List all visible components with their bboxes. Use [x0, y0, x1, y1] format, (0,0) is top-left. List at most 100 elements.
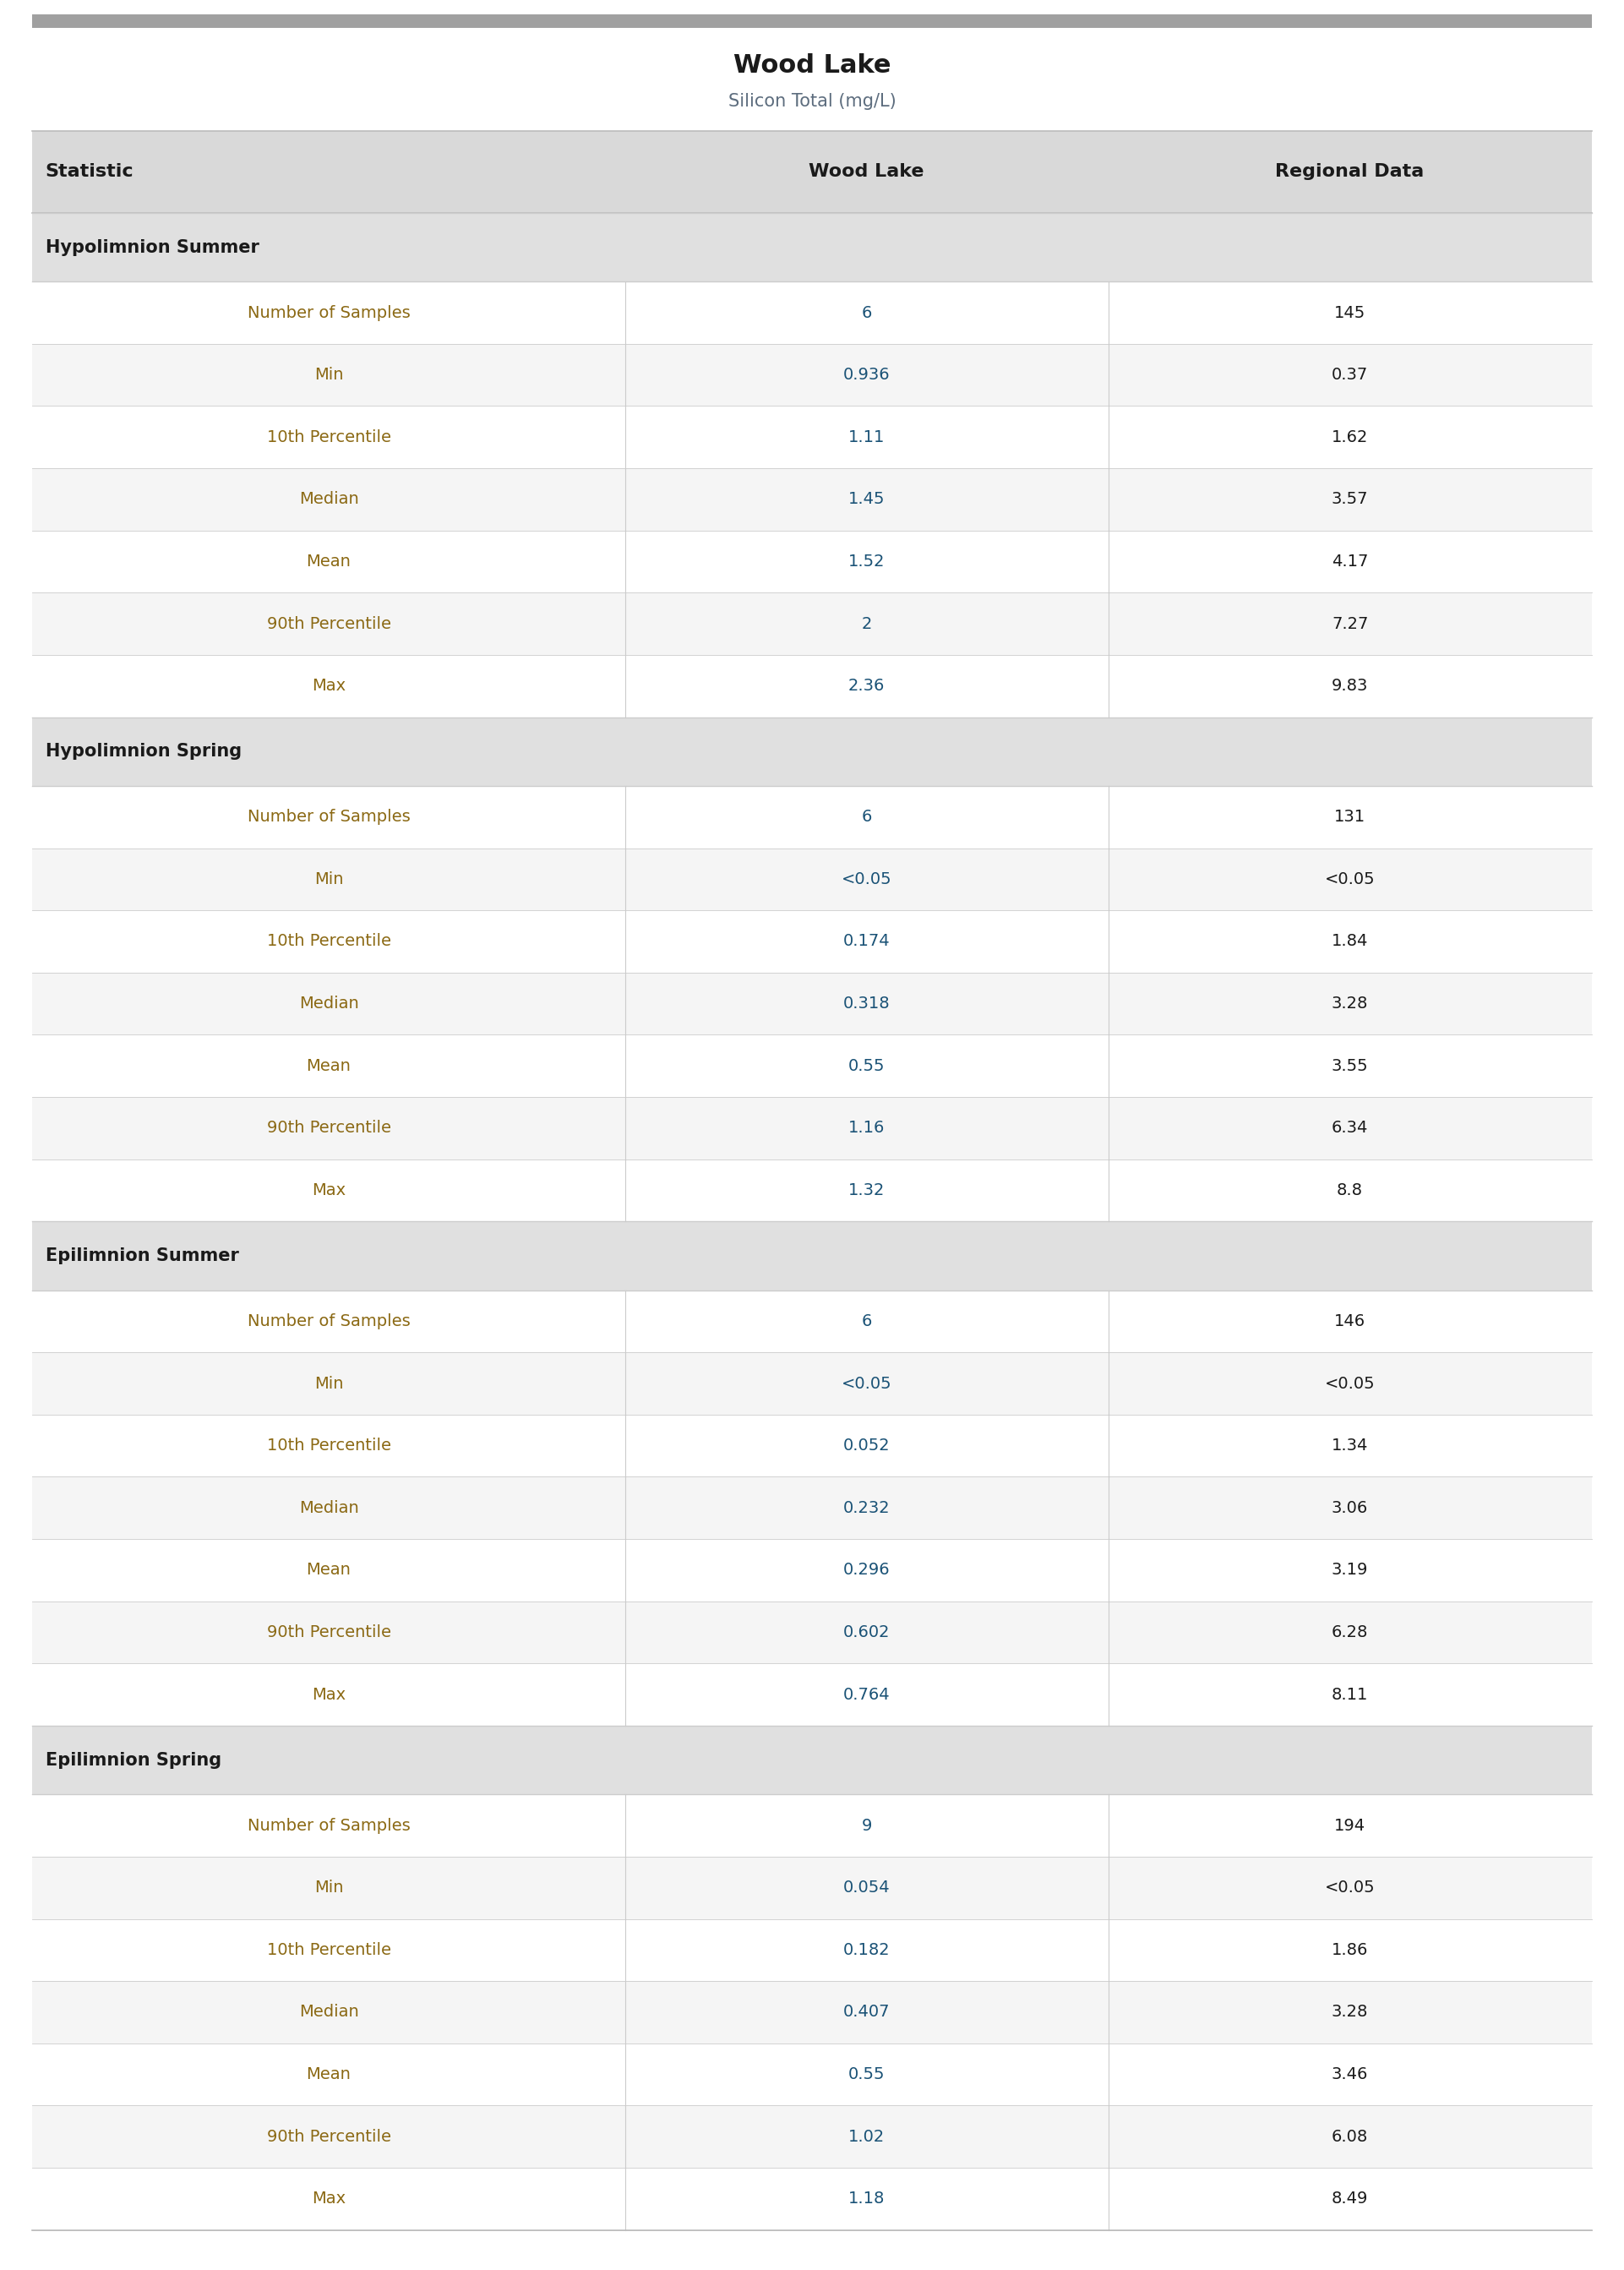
Text: Min: Min — [313, 368, 343, 384]
FancyBboxPatch shape — [32, 1664, 1592, 1725]
Text: Number of Samples: Number of Samples — [247, 808, 411, 824]
Text: 6: 6 — [861, 808, 872, 824]
Text: 10th Percentile: 10th Percentile — [266, 1941, 391, 1959]
Text: <0.05: <0.05 — [1325, 1376, 1376, 1392]
Text: Max: Max — [312, 1687, 346, 1702]
Text: Mean: Mean — [307, 554, 351, 570]
Text: 1.52: 1.52 — [848, 554, 885, 570]
Text: 9.83: 9.83 — [1332, 679, 1367, 695]
FancyBboxPatch shape — [32, 2043, 1592, 2107]
Text: Median: Median — [299, 2004, 359, 2020]
Text: 3.55: 3.55 — [1332, 1058, 1369, 1074]
Text: Mean: Mean — [307, 1562, 351, 1578]
Text: 3.57: 3.57 — [1332, 490, 1369, 508]
Text: 1.02: 1.02 — [848, 2129, 885, 2145]
Text: 9: 9 — [861, 1818, 872, 1834]
Text: 146: 146 — [1335, 1314, 1366, 1330]
FancyBboxPatch shape — [32, 1478, 1592, 1539]
Text: 1.84: 1.84 — [1332, 933, 1367, 949]
Text: Max: Max — [312, 1183, 346, 1199]
Text: 10th Percentile: 10th Percentile — [266, 933, 391, 949]
FancyBboxPatch shape — [32, 785, 1592, 849]
Text: Epilimnion Spring: Epilimnion Spring — [45, 1752, 221, 1768]
FancyBboxPatch shape — [32, 910, 1592, 972]
Text: 0.052: 0.052 — [843, 1437, 890, 1453]
FancyBboxPatch shape — [32, 1982, 1592, 2043]
Text: 90th Percentile: 90th Percentile — [266, 1119, 391, 1135]
Text: 0.296: 0.296 — [843, 1562, 890, 1578]
Text: 0.407: 0.407 — [843, 2004, 890, 2020]
FancyBboxPatch shape — [32, 1353, 1592, 1414]
Text: Mean: Mean — [307, 2066, 351, 2082]
FancyBboxPatch shape — [32, 1035, 1592, 1096]
Text: 8.49: 8.49 — [1332, 2191, 1367, 2206]
Text: Hypolimnion Spring: Hypolimnion Spring — [45, 742, 242, 760]
FancyBboxPatch shape — [32, 1414, 1592, 1478]
Text: Regional Data: Regional Data — [1275, 163, 1424, 179]
Text: 2.36: 2.36 — [848, 679, 885, 695]
Text: 10th Percentile: 10th Percentile — [266, 429, 391, 445]
Text: <0.05: <0.05 — [1325, 872, 1376, 888]
FancyBboxPatch shape — [32, 1539, 1592, 1600]
Text: 6.34: 6.34 — [1332, 1119, 1367, 1135]
Text: <0.05: <0.05 — [1325, 1880, 1376, 1895]
Text: Min: Min — [313, 1376, 343, 1392]
Text: 0.054: 0.054 — [843, 1880, 890, 1895]
FancyBboxPatch shape — [32, 14, 1592, 27]
Text: 1.45: 1.45 — [848, 490, 885, 508]
FancyBboxPatch shape — [32, 2107, 1592, 2168]
Text: 0.232: 0.232 — [843, 1500, 890, 1516]
Text: 0.602: 0.602 — [843, 1625, 890, 1641]
Text: 0.55: 0.55 — [848, 2066, 885, 2082]
Text: Median: Median — [299, 997, 359, 1012]
Text: 145: 145 — [1335, 304, 1366, 320]
Text: 0.318: 0.318 — [843, 997, 890, 1012]
FancyBboxPatch shape — [32, 592, 1592, 656]
Text: 0.764: 0.764 — [843, 1687, 890, 1702]
Text: 6: 6 — [861, 1314, 872, 1330]
Text: 6.08: 6.08 — [1332, 2129, 1367, 2145]
FancyBboxPatch shape — [32, 849, 1592, 910]
Text: 4.17: 4.17 — [1332, 554, 1367, 570]
FancyBboxPatch shape — [32, 132, 1592, 213]
Text: <0.05: <0.05 — [841, 1376, 892, 1392]
Text: Min: Min — [313, 872, 343, 888]
Text: 1.86: 1.86 — [1332, 1941, 1367, 1959]
Text: 6: 6 — [861, 304, 872, 320]
Text: 0.936: 0.936 — [843, 368, 890, 384]
Text: Hypolimnion Summer: Hypolimnion Summer — [45, 238, 260, 257]
FancyBboxPatch shape — [32, 1857, 1592, 1918]
Text: Median: Median — [299, 1500, 359, 1516]
FancyBboxPatch shape — [32, 1289, 1592, 1353]
Text: 90th Percentile: 90th Percentile — [266, 615, 391, 631]
FancyBboxPatch shape — [32, 406, 1592, 468]
Text: 0.55: 0.55 — [848, 1058, 885, 1074]
Text: 3.46: 3.46 — [1332, 2066, 1367, 2082]
Text: <0.05: <0.05 — [841, 872, 892, 888]
FancyBboxPatch shape — [32, 1221, 1592, 1289]
Text: Statistic: Statistic — [45, 163, 133, 179]
Text: 90th Percentile: 90th Percentile — [266, 2129, 391, 2145]
Text: 3.28: 3.28 — [1332, 997, 1367, 1012]
Text: Silicon Total (mg/L): Silicon Total (mg/L) — [728, 93, 896, 109]
Text: Mean: Mean — [307, 1058, 351, 1074]
Text: Number of Samples: Number of Samples — [247, 304, 411, 320]
Text: 1.16: 1.16 — [848, 1119, 885, 1135]
FancyBboxPatch shape — [32, 1918, 1592, 1982]
FancyBboxPatch shape — [32, 1160, 1592, 1221]
FancyBboxPatch shape — [32, 1096, 1592, 1160]
FancyBboxPatch shape — [32, 213, 1592, 281]
Text: Max: Max — [312, 2191, 346, 2206]
Text: Median: Median — [299, 490, 359, 508]
FancyBboxPatch shape — [32, 468, 1592, 531]
FancyBboxPatch shape — [32, 531, 1592, 592]
Text: 1.32: 1.32 — [848, 1183, 885, 1199]
Text: Number of Samples: Number of Samples — [247, 1314, 411, 1330]
FancyBboxPatch shape — [32, 972, 1592, 1035]
FancyBboxPatch shape — [32, 656, 1592, 717]
Text: 194: 194 — [1335, 1818, 1366, 1834]
Text: 3.06: 3.06 — [1332, 1500, 1367, 1516]
Text: Max: Max — [312, 679, 346, 695]
Text: Epilimnion Summer: Epilimnion Summer — [45, 1246, 239, 1264]
Text: 1.18: 1.18 — [848, 2191, 885, 2206]
